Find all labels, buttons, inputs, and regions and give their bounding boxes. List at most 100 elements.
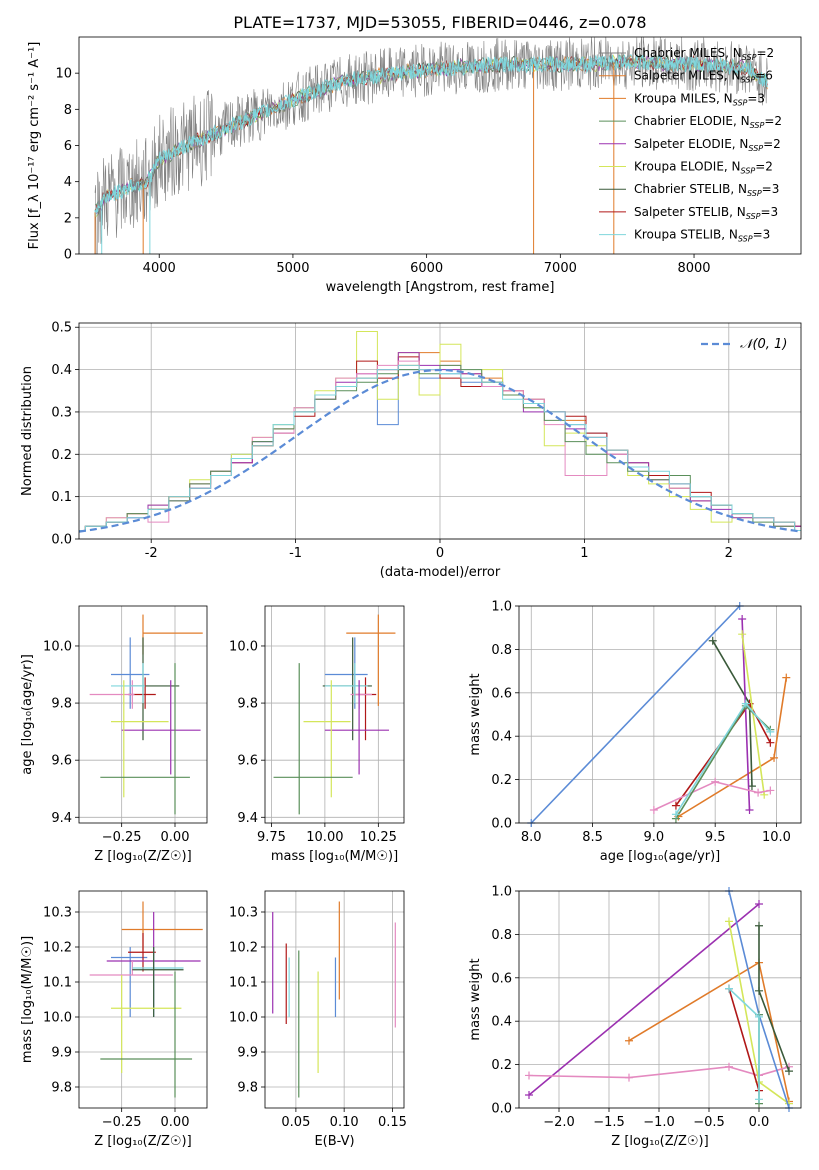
series-marker	[725, 917, 733, 926]
y-tick-label: 0.4	[491, 1015, 512, 1030]
y-tick-label: 9.6	[51, 754, 72, 769]
series	[527, 602, 744, 827]
series	[525, 1062, 793, 1082]
histograms	[79, 331, 801, 533]
series-line	[758, 925, 790, 1072]
y-tick-label: 1.0	[491, 600, 512, 615]
y-tick-label: 6	[64, 139, 72, 154]
x-tick-label: −1.5	[593, 1115, 625, 1130]
y-tick-label: 10.0	[43, 1011, 72, 1026]
panel-4: 8.0 8.5 9.0 9.5 10.0 0.0 0.2 0.4 0.6 0.8 1.0 age [l…	[468, 600, 802, 864]
y-axis-label: mass weight	[468, 958, 483, 1040]
series-marker	[755, 1095, 763, 1104]
legend-entry: Salpeter MILES, NSSP=6	[634, 69, 773, 85]
x-tick-label: 8000	[677, 261, 710, 276]
series	[738, 615, 754, 814]
y-tick-label: 9.6	[237, 754, 258, 769]
legend-entry: Kroupa ELODIE, NSSP=2	[634, 160, 773, 176]
series-marker	[755, 1012, 763, 1021]
series	[755, 921, 793, 1076]
legend-entry: 𝒩(0, 1)	[740, 337, 787, 352]
series-marker	[755, 986, 763, 995]
data-point	[322, 637, 372, 741]
series-marker	[766, 727, 775, 736]
y-tick-label: 9.4	[237, 811, 258, 826]
data-point	[111, 637, 150, 709]
y-tick-label: 0.4	[491, 730, 512, 745]
y-tick-label: 2	[64, 211, 72, 226]
y-tick-label: 0.0	[491, 817, 512, 832]
y-tick-label: 0.5	[51, 321, 72, 336]
series-line	[728, 988, 760, 1091]
y-tick-label: 9.8	[51, 697, 72, 712]
series-marker	[525, 1071, 533, 1080]
y-tick-label: 10.0	[229, 1011, 258, 1026]
series-line	[677, 677, 788, 818]
y-axis-label: Normed distribution	[20, 366, 35, 496]
data-point	[121, 901, 203, 951]
x-tick-label: 1	[580, 546, 588, 561]
y-tick-label: 9.4	[51, 811, 72, 826]
series-marker	[770, 753, 779, 762]
series-marker	[525, 1090, 533, 1099]
series-marker	[649, 805, 658, 814]
x-tick-label: −2.0	[543, 1115, 575, 1130]
series-marker	[738, 630, 747, 639]
axes-frame	[518, 890, 802, 1109]
y-tick-label: 0.6	[491, 971, 512, 986]
figure-title: PLATE=1737, MJD=53055, FIBERID=0446, z=0…	[233, 13, 646, 32]
series-marker	[766, 786, 775, 795]
y-tick-label: 10.3	[229, 906, 258, 921]
kroupa-stelib-line	[94, 54, 768, 217]
panel-2: −0.25 0.00 9.4 9.6 9.8 10.0 Z [log₁₀(Z/Z☉)] age…	[20, 605, 208, 864]
series-marker	[755, 900, 763, 909]
series	[708, 636, 756, 791]
x-tick-label: 8.5	[582, 830, 603, 845]
data-point	[111, 663, 146, 704]
series-marker	[708, 636, 717, 645]
axes-frame	[264, 605, 405, 824]
series	[525, 900, 763, 1099]
y-tick-label: 9.8	[51, 1081, 72, 1096]
x-tick-label: 0.00	[161, 1115, 190, 1130]
x-tick-label: 0.15	[378, 1115, 407, 1130]
data-point	[89, 680, 135, 709]
gaussian-curve	[79, 368, 801, 533]
series-line	[675, 702, 772, 807]
x-tick-label: 6000	[410, 261, 443, 276]
x-tick-label: 5000	[276, 261, 309, 276]
x-axis-label: Z [log₁₀(Z/Z☉)]	[611, 1134, 708, 1149]
y-tick-label: 0	[64, 248, 72, 263]
data-point	[142, 614, 203, 655]
y-tick-label: 10	[55, 67, 72, 82]
panel-5: −0.25 0.00 9.8 9.9 10.0 10.1 10.2 10.3 Z [log₁₀(…	[20, 890, 208, 1149]
series-marker	[782, 673, 791, 682]
x-tick-label: 9.75	[257, 830, 286, 845]
data-point	[346, 614, 396, 706]
legend-entry: Chabrier MILES, NSSP=2	[634, 46, 774, 62]
y-tick-label: 9.9	[51, 1046, 72, 1061]
legend-entry: Chabrier ELODIE, NSSP=2	[634, 114, 782, 130]
x-tick-label: −0.25	[102, 830, 142, 845]
x-tick-label: −1.0	[643, 1115, 675, 1130]
series	[738, 630, 769, 799]
legend-entry: Salpeter ELODIE, NSSP=2	[634, 137, 781, 153]
data-point	[350, 680, 372, 709]
x-tick-label: 10.00	[306, 830, 343, 845]
panel-6: 0.05 0.10 0.15 9.8 9.9 10.0 10.1 10.2 10.3 E(B-V)	[229, 890, 407, 1149]
x-axis-label: Z [log₁₀(Z/Z☉)]	[94, 849, 191, 864]
data-point	[324, 663, 368, 704]
data-point	[130, 637, 180, 741]
legend-entry: Salpeter STELIB, NSSP=3	[634, 205, 778, 221]
x-tick-label: −0.5	[693, 1115, 725, 1130]
data-point	[273, 663, 353, 815]
y-tick-label: 0.2	[491, 1058, 512, 1073]
y-axis-label: mass weight	[468, 673, 483, 755]
x-tick-label: 8.0	[521, 830, 542, 845]
data-point	[100, 971, 193, 1098]
y-axis-label: Flux [f_λ 10⁻¹⁷ erg cm⁻² s⁻¹ A⁻¹]	[27, 42, 42, 250]
y-tick-label: 0.8	[491, 643, 512, 658]
x-tick-label: 7000	[544, 261, 577, 276]
series-marker	[725, 1062, 733, 1071]
legend-entry: Chabrier STELIB, NSSP=3	[634, 182, 779, 198]
